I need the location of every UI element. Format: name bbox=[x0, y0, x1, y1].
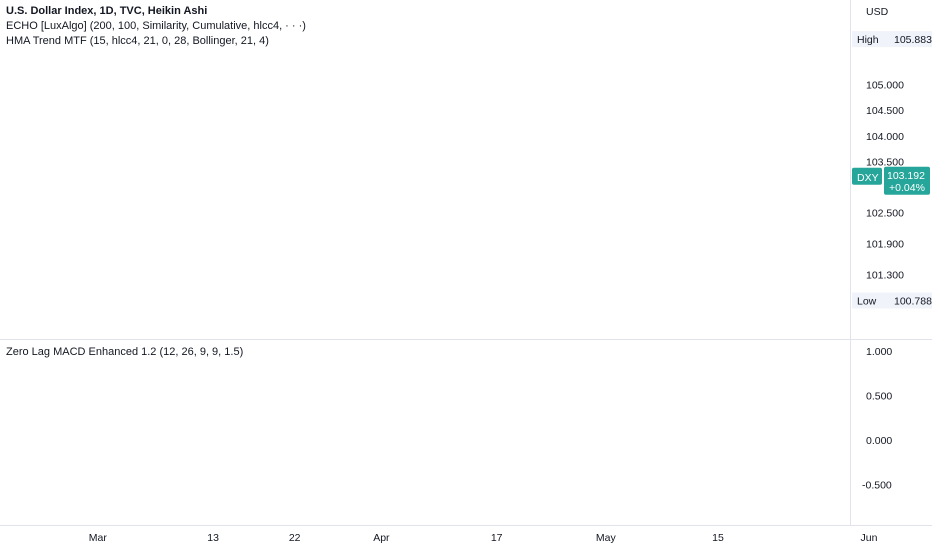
high-label: High bbox=[857, 34, 879, 46]
low-value: 100.788 bbox=[894, 296, 932, 308]
symbol-tag-bg bbox=[852, 167, 882, 185]
price-tick-label: 104.000 bbox=[866, 131, 904, 143]
last-price-bg bbox=[884, 166, 930, 195]
low-label: Low bbox=[857, 296, 877, 308]
low-label-bg bbox=[852, 292, 932, 309]
price-tick-label: 102.500 bbox=[866, 208, 904, 220]
last-price-change: +0.04% bbox=[889, 182, 925, 194]
time-tick-label: Jun bbox=[860, 532, 877, 544]
echo-indicator-label[interactable]: ECHO [LuxAlgo] (200, 100, Similarity, Cu… bbox=[6, 20, 306, 32]
time-tick-label: May bbox=[596, 532, 617, 544]
symbol-title[interactable]: U.S. Dollar Index, 1D, TVC, Heikin Ashi bbox=[6, 5, 208, 17]
price-tick-label: 101.300 bbox=[866, 269, 904, 281]
hma-indicator-label[interactable]: HMA Trend MTF (15, hlcc4, 21, 0, 28, Bol… bbox=[6, 35, 269, 47]
time-tick-label: Mar bbox=[89, 532, 108, 544]
last-price-value: 103.192 bbox=[887, 170, 925, 182]
price-tick-label: 101.900 bbox=[866, 238, 904, 250]
symbol-tag: DXY bbox=[857, 172, 879, 184]
currency-label: USD bbox=[866, 6, 889, 18]
price-tick-label: 105.000 bbox=[866, 79, 904, 91]
price-legend: U.S. Dollar Index, 1D, TVC, Heikin Ashi … bbox=[6, 4, 306, 49]
macd-legend: Zero Lag MACD Enhanced 1.2 (12, 26, 9, 9… bbox=[6, 345, 243, 360]
high-value: 105.883 bbox=[894, 34, 932, 46]
macd-tick-label: 0.000 bbox=[866, 435, 892, 447]
macd-tick-label: -0.500 bbox=[862, 480, 892, 492]
time-tick-label: 15 bbox=[712, 532, 724, 544]
time-tick-label: 17 bbox=[491, 532, 503, 544]
macd-tick-label: 0.500 bbox=[866, 391, 892, 403]
time-tick-label: Apr bbox=[373, 532, 390, 544]
price-tick-label: 103.500 bbox=[866, 156, 904, 168]
macd-indicator-label[interactable]: Zero Lag MACD Enhanced 1.2 (12, 26, 9, 9… bbox=[6, 346, 244, 358]
price-tick-label: 104.500 bbox=[866, 105, 904, 117]
time-tick-label: 13 bbox=[207, 532, 219, 544]
high-label-bg bbox=[852, 31, 932, 48]
time-tick-label: 22 bbox=[289, 532, 301, 544]
macd-tick-label: 1.000 bbox=[866, 346, 892, 358]
